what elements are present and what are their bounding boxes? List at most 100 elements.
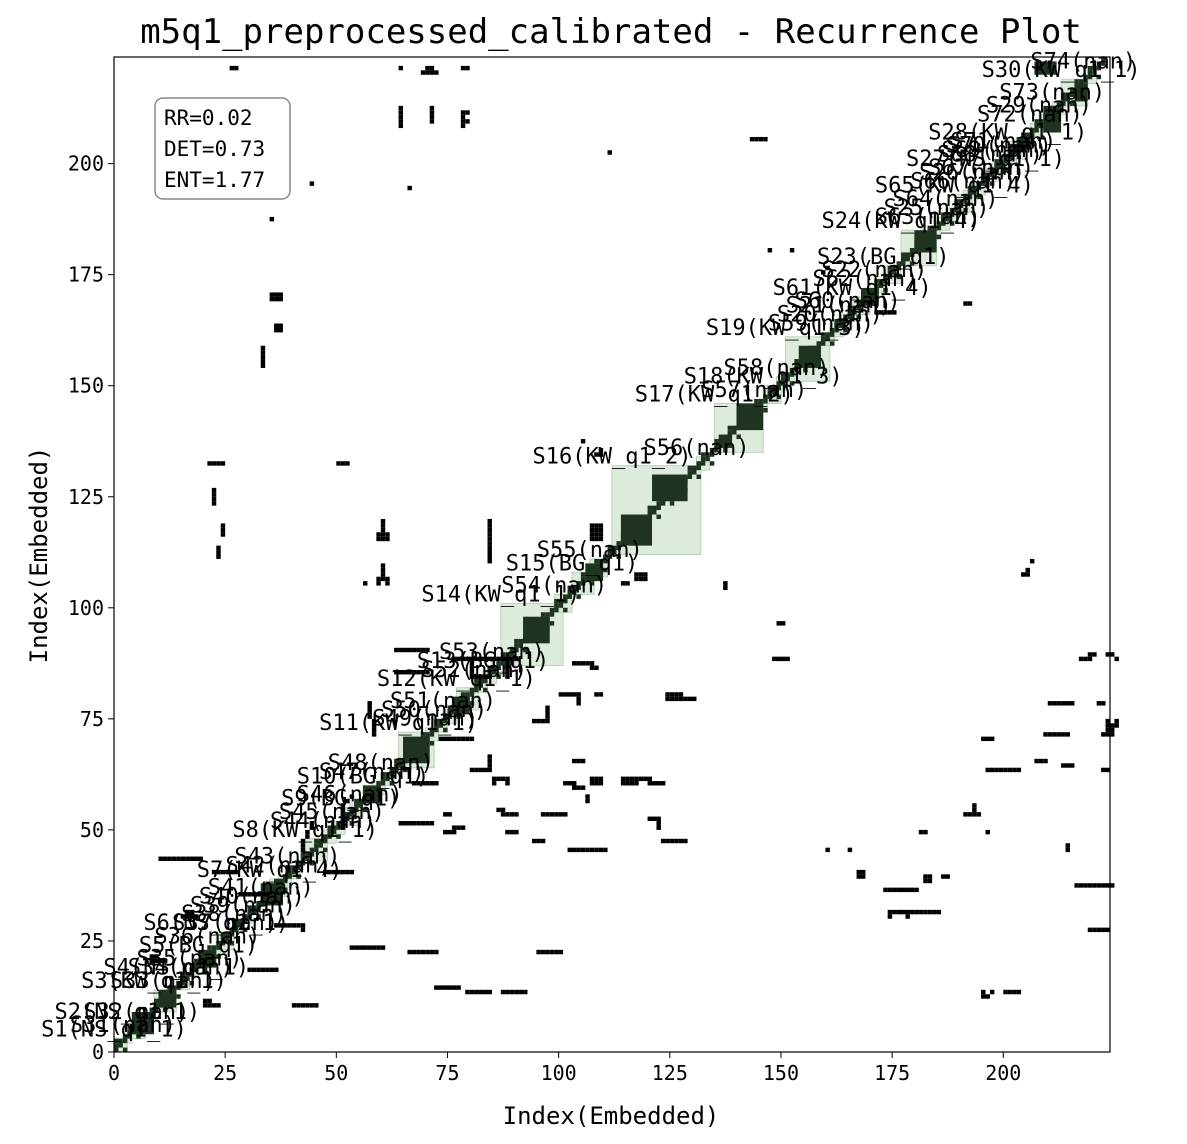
recurrence-point <box>571 758 577 764</box>
dense-block <box>620 514 653 546</box>
axes: 0 25 50 75 100 125 150 175 200 0 25 50 75 100 125 150 17… <box>68 152 1021 1085</box>
recurrence-point <box>540 718 546 724</box>
recurrence-point <box>514 989 519 995</box>
recurrence-point <box>380 576 386 582</box>
recurrence-cell <box>901 252 906 257</box>
recurrence-cell <box>1092 65 1097 75</box>
recurrence-point <box>594 532 599 537</box>
recurrence-point <box>162 958 168 964</box>
recurrence-point <box>683 838 688 844</box>
recurrence-point <box>331 869 337 875</box>
dense-block <box>1034 61 1057 75</box>
recurrence-point <box>211 1003 217 1008</box>
recurrence-cell <box>976 181 982 191</box>
segment-label: S58(nan) <box>724 356 830 381</box>
recurrence-point <box>1007 989 1013 995</box>
recurrence-cell <box>780 376 786 386</box>
segment-label: S46(nan) <box>297 782 403 807</box>
recurrence-point <box>336 461 341 466</box>
dense-block <box>1074 83 1088 102</box>
recurrence-point <box>576 692 581 697</box>
recurrence-cell <box>429 741 435 746</box>
recurrence-point <box>545 812 550 817</box>
recurrence-cell <box>429 727 435 737</box>
recurrence-point <box>1092 883 1097 888</box>
recurrence-point <box>901 909 906 915</box>
recurrence-cell <box>403 767 408 773</box>
recurrence-point <box>989 736 995 742</box>
recurrence-point <box>905 909 910 915</box>
recurrence-point <box>420 647 426 653</box>
recurrence-point <box>216 545 221 551</box>
recurrence-point <box>1078 656 1084 662</box>
recurrence-point <box>1078 883 1084 888</box>
recurrence-point <box>483 674 488 679</box>
recurrence-point <box>185 909 190 915</box>
recurrence-cell <box>1003 168 1008 173</box>
x-tick-label: 150 <box>763 1061 799 1085</box>
recurrence-point <box>758 136 764 142</box>
recurrence-point <box>1061 763 1066 768</box>
recurrence-point <box>367 714 372 719</box>
recurrence-point <box>216 554 221 559</box>
recurrence-cell <box>714 439 719 444</box>
segment-label: S28(KW_q1_1) <box>928 120 1087 145</box>
recurrence-point <box>411 781 417 786</box>
recurrence-point <box>487 527 492 533</box>
recurrence-cell <box>1061 96 1066 106</box>
recurrence-point <box>981 736 986 742</box>
recurrence-point <box>545 709 550 715</box>
recurrence-point <box>580 758 586 764</box>
recurrence-point <box>598 527 604 533</box>
recurrence-point <box>460 656 466 662</box>
recurrence-cell <box>194 963 199 973</box>
recurrence-point <box>487 518 492 524</box>
recurrence-cell <box>594 558 599 564</box>
recurrence-cell <box>309 860 315 866</box>
segment-label: S66(nan) <box>910 169 1016 194</box>
recurrence-cell <box>1034 123 1039 133</box>
recurrence-point <box>936 909 942 915</box>
recurrence-cell <box>656 514 661 519</box>
recurrence-cell <box>989 168 995 177</box>
recurrence-point <box>425 70 430 75</box>
recurrence-point <box>594 536 599 542</box>
recurrence-cell <box>225 932 230 941</box>
recurrence-point <box>772 656 777 662</box>
segment-label: S15(BG_q1) <box>506 551 638 576</box>
recurrence-point <box>420 781 426 786</box>
recurrence-point <box>220 461 226 466</box>
recurrence-point <box>460 825 466 830</box>
recurrence-cell <box>447 709 452 719</box>
recurrence-point <box>487 536 492 542</box>
recurrence-point <box>371 727 377 733</box>
recurrence-cell <box>763 407 768 413</box>
recurrence-point <box>647 776 653 782</box>
recurrence-point <box>398 119 404 124</box>
recurrence-point <box>1016 767 1022 773</box>
recurrence-point <box>234 869 239 875</box>
recurrence-point <box>340 821 346 826</box>
recurrence-point <box>536 718 541 724</box>
recurrence-point <box>429 119 435 124</box>
recurrence-point <box>1069 701 1075 706</box>
recurrence-point <box>407 669 412 675</box>
recurrence-point <box>776 656 781 662</box>
recurrence-point <box>265 892 270 897</box>
recurrence-point <box>589 523 595 528</box>
segment-label: S38(nan) <box>181 902 287 927</box>
recurrence-cell <box>1096 61 1102 71</box>
recurrence-cell <box>967 185 973 191</box>
recurrence-cell <box>398 758 404 768</box>
recurrence-point <box>563 812 568 817</box>
recurrence-point <box>545 718 550 724</box>
recurrence-cell <box>274 878 279 884</box>
recurrence-point <box>896 887 902 893</box>
recurrence-point <box>523 989 528 995</box>
recurrence-point <box>892 310 897 315</box>
recurrence-point <box>861 874 866 879</box>
stats-box-frame <box>154 97 291 200</box>
segment-label: S59(nan) <box>768 311 874 336</box>
dense-block <box>914 230 937 253</box>
recurrence-point <box>598 776 604 782</box>
